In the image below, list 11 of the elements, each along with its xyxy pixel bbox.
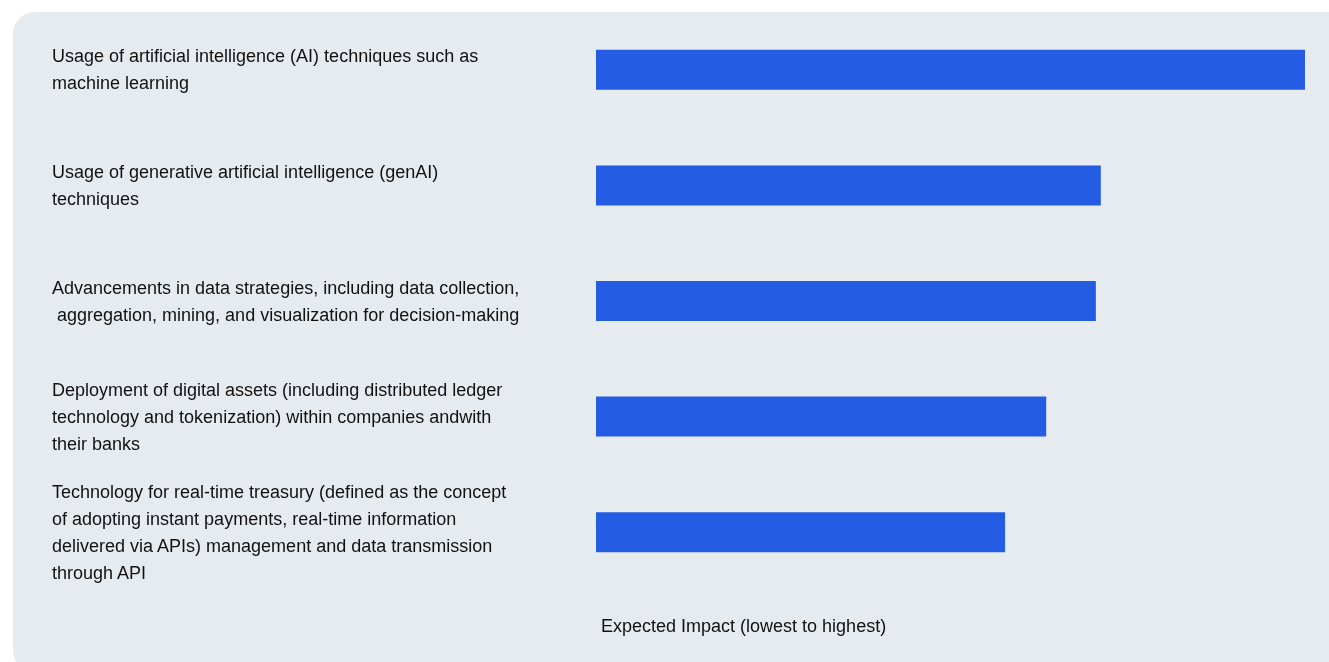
y-tick-label: Usage of artificial intelligence (AI) techniques such as machine learning [52,46,484,94]
x-axis-title: Expected Impact (lowest to highest) [601,616,887,636]
bar [596,49,1305,90]
bar [596,165,1101,206]
bar [596,512,1006,553]
y-tick-label: Technology for real-time treasury (defined as the concept of adopting instant payments, real-time information delivered via APIs) management and data transmission through API [52,481,512,583]
bar [596,396,1047,437]
y-tick-label: Usage of generative artificial intelligence (genAI) techniques [52,161,444,209]
y-tick-label: Deployment of digital assets (including distributed ledger technology and tokenization) within companies andwith their banks [52,379,508,454]
bar [596,281,1096,321]
y-tick-label: Advancements in data strategies, including data collection, aggregation, mining, and visualization for decision-making [52,277,520,325]
